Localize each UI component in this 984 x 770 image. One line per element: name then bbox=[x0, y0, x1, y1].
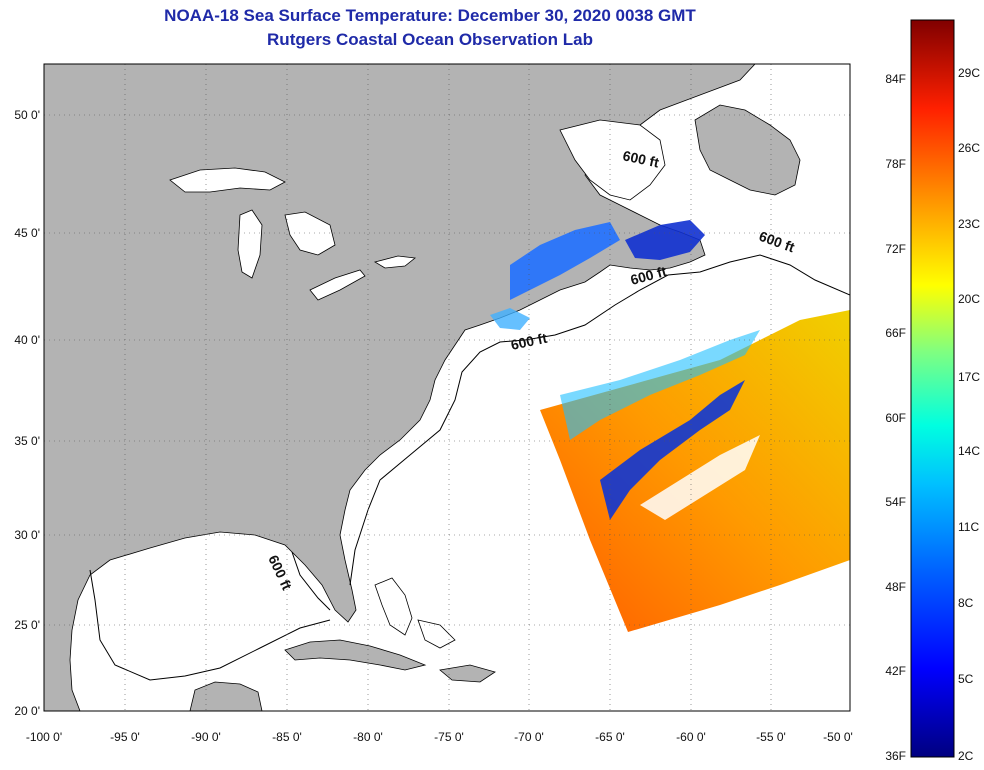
x-axis: -100 0' -95 0' -90 0' -85 0' -80 0' -75 … bbox=[26, 730, 853, 744]
north-america-land bbox=[44, 64, 756, 711]
bahamas-outline bbox=[374, 577, 456, 649]
x-tick-label: -50 0' bbox=[823, 730, 853, 744]
hispaniola-land bbox=[439, 664, 496, 683]
colorbar-c-label: 14C bbox=[958, 444, 980, 458]
sst-swath-cold-band bbox=[600, 380, 745, 520]
colorbar-celsius-labels: 29C 26C 23C 20C 17C 14C 11C 8C 5C 2C bbox=[958, 66, 980, 763]
colorbar-f-label: 48F bbox=[885, 580, 906, 594]
x-tick-label: -85 0' bbox=[272, 730, 302, 744]
colorbar-f-label: 36F bbox=[885, 749, 906, 763]
cape-cod-sst bbox=[490, 308, 530, 330]
colorbar-c-label: 17C bbox=[958, 370, 980, 384]
colorbar-f-label: 60F bbox=[885, 411, 906, 425]
map-frame bbox=[43, 63, 851, 712]
contour-label: 600 ft bbox=[509, 330, 548, 353]
colorbar-f-label: 84F bbox=[885, 72, 906, 86]
lake-michigan bbox=[237, 209, 263, 279]
y-tick-label: 25 0' bbox=[14, 618, 40, 632]
colorbar-c-label: 26C bbox=[958, 141, 980, 155]
nova-scotia-sst bbox=[625, 220, 705, 260]
colorbar-c-label: 29C bbox=[958, 66, 980, 80]
colorbar-f-label: 78F bbox=[885, 157, 906, 171]
x-tick-label: -100 0' bbox=[26, 730, 62, 744]
y-tick-label: 50 0' bbox=[14, 108, 40, 122]
x-tick-label: -95 0' bbox=[110, 730, 140, 744]
sst-swath-cloud-gap bbox=[640, 435, 760, 520]
colorbar-f-label: 66F bbox=[885, 326, 906, 340]
y-tick-label: 35 0' bbox=[14, 434, 40, 448]
contour-label: 600 ft bbox=[621, 147, 660, 170]
x-tick-label: -70 0' bbox=[514, 730, 544, 744]
colorbar-c-label: 20C bbox=[958, 292, 980, 306]
gulf-st-lawrence bbox=[559, 119, 666, 201]
colorbar-f-label: 54F bbox=[885, 495, 906, 509]
y-tick-label: 30 0' bbox=[14, 528, 40, 542]
lake-superior bbox=[169, 167, 286, 193]
x-tick-label: -90 0' bbox=[191, 730, 221, 744]
map-title: NOAA-18 Sea Surface Temperature: Decembe… bbox=[164, 6, 696, 25]
x-tick-label: -80 0' bbox=[353, 730, 383, 744]
lake-huron bbox=[284, 211, 336, 256]
colorbar-f-label: 42F bbox=[885, 664, 906, 678]
x-tick-label: -65 0' bbox=[595, 730, 625, 744]
lake-ontario bbox=[373, 255, 416, 269]
y-tick-label: 20 0' bbox=[14, 704, 40, 718]
sst-swath-mid-band bbox=[560, 330, 760, 440]
colorbar-fahrenheit-labels: 84F 78F 72F 66F 60F 54F 48F 42F 36F bbox=[885, 72, 906, 763]
colorbar bbox=[910, 19, 955, 758]
colorbar-f-label: 72F bbox=[885, 242, 906, 256]
y-tick-label: 40 0' bbox=[14, 333, 40, 347]
colorbar-c-label: 23C bbox=[958, 217, 980, 231]
map-subtitle: Rutgers Coastal Ocean Observation Lab bbox=[267, 30, 593, 49]
colorbar-c-label: 11C bbox=[958, 520, 979, 534]
gulf-of-maine-sst bbox=[510, 222, 620, 300]
yucatan-land bbox=[189, 681, 263, 711]
cuba-land bbox=[284, 639, 427, 671]
colorbar-c-label: 5C bbox=[958, 672, 974, 686]
newfoundland-land bbox=[694, 104, 801, 196]
colorbar-c-label: 2C bbox=[958, 749, 974, 763]
y-tick-label: 45 0' bbox=[14, 226, 40, 240]
lake-erie bbox=[309, 269, 366, 301]
x-tick-label: -75 0' bbox=[434, 730, 464, 744]
600ft-contour bbox=[89, 254, 850, 681]
x-tick-label: -55 0' bbox=[756, 730, 786, 744]
x-tick-label: -60 0' bbox=[676, 730, 706, 744]
colorbar-c-label: 8C bbox=[958, 596, 974, 610]
y-axis: 50 0' 45 0' 40 0' 35 0' 30 0' 25 0' 20 0… bbox=[14, 108, 40, 718]
